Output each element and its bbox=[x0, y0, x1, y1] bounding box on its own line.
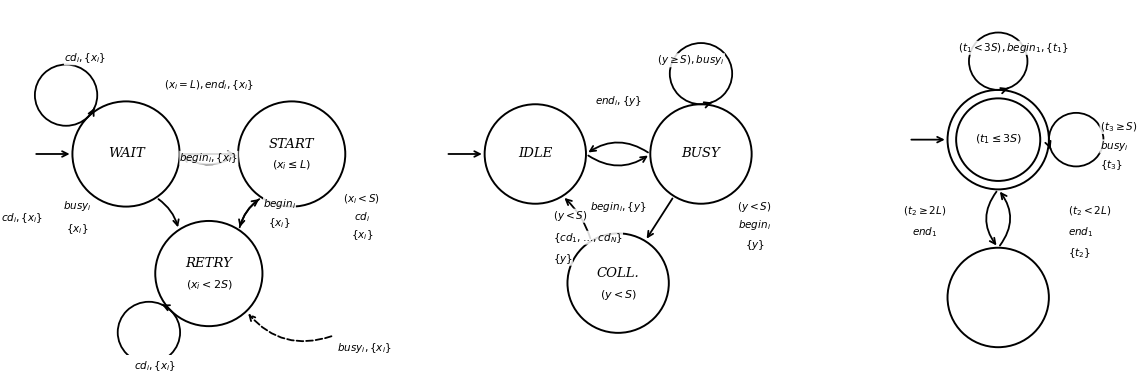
Text: $begin_i$: $begin_i$ bbox=[263, 197, 296, 211]
Text: $\{cd_1, \ldots, cd_N\}$: $\{cd_1, \ldots, cd_N\}$ bbox=[553, 231, 623, 244]
Text: $begin_i, \{y\}$: $begin_i, \{y\}$ bbox=[590, 200, 646, 214]
Text: $\{t_2\}$: $\{t_2\}$ bbox=[1068, 246, 1091, 260]
Text: $\{x_i\}$: $\{x_i\}$ bbox=[351, 228, 373, 242]
Text: $cd_i, \{x_i\}$: $cd_i, \{x_i\}$ bbox=[1, 211, 42, 226]
Text: START: START bbox=[269, 138, 315, 151]
Circle shape bbox=[485, 104, 586, 204]
Circle shape bbox=[72, 101, 180, 207]
Text: COLL.: COLL. bbox=[597, 267, 639, 280]
Circle shape bbox=[650, 104, 752, 204]
Text: $begin_i, \{x_i\}$: $begin_i, \{x_i\}$ bbox=[180, 151, 238, 165]
Circle shape bbox=[238, 101, 345, 207]
Circle shape bbox=[567, 233, 669, 333]
Text: $cd_i$: $cd_i$ bbox=[353, 210, 370, 224]
Text: $busy_i, \{x_i\}$: $busy_i, \{x_i\}$ bbox=[337, 341, 392, 355]
Text: $(t_2 \geq 2L)$: $(t_2 \geq 2L)$ bbox=[904, 204, 947, 218]
Text: $begin_i$: $begin_i$ bbox=[738, 218, 771, 232]
Text: RETRY: RETRY bbox=[185, 257, 232, 270]
Text: $(y < S)$: $(y < S)$ bbox=[737, 200, 772, 214]
Circle shape bbox=[947, 90, 1049, 189]
Circle shape bbox=[156, 221, 262, 326]
Text: $end_1$: $end_1$ bbox=[1068, 225, 1094, 239]
Text: $(x_i \leq L)$: $(x_i \leq L)$ bbox=[272, 159, 311, 172]
Text: $(x_i < 2S)$: $(x_i < 2S)$ bbox=[185, 278, 232, 292]
Text: $\{t_3\}$: $\{t_3\}$ bbox=[1099, 158, 1122, 173]
Text: $\{x_i\}$: $\{x_i\}$ bbox=[269, 216, 291, 230]
Text: $cd_i, \{x_i\}$: $cd_i, \{x_i\}$ bbox=[134, 359, 176, 371]
Circle shape bbox=[947, 248, 1049, 347]
Text: $\{y\}$: $\{y\}$ bbox=[553, 252, 573, 266]
Text: $(y \geq S), busy_i$: $(y \geq S), busy_i$ bbox=[658, 53, 725, 67]
Text: $(x_i < S)$: $(x_i < S)$ bbox=[343, 193, 380, 206]
Text: $(t_3 \geq S)$: $(t_3 \geq S)$ bbox=[1099, 121, 1137, 134]
Text: IDLE: IDLE bbox=[518, 148, 553, 161]
Text: $(t_2 < 2L)$: $(t_2 < 2L)$ bbox=[1068, 204, 1112, 218]
Text: $(x_i = L), end_i, \{x_i\}$: $(x_i = L), end_i, \{x_i\}$ bbox=[164, 78, 254, 92]
Text: $(t_1 \leq 3S)$: $(t_1 \leq 3S)$ bbox=[975, 133, 1022, 147]
Text: $end_i, \{y\}$: $end_i, \{y\}$ bbox=[595, 94, 642, 108]
Text: $cd_i, \{x_i\}$: $cd_i, \{x_i\}$ bbox=[64, 52, 106, 65]
Text: $busy_i$: $busy_i$ bbox=[63, 199, 92, 213]
Text: $(y < S)$: $(y < S)$ bbox=[599, 288, 637, 302]
Text: $\{y\}$: $\{y\}$ bbox=[745, 238, 764, 252]
Text: $(y < S)$: $(y < S)$ bbox=[553, 209, 588, 223]
Text: BUSY: BUSY bbox=[682, 148, 721, 161]
Text: $(t_1 < 3S), begin_1, \{t_1\}$: $(t_1 < 3S), begin_1, \{t_1\}$ bbox=[958, 41, 1068, 55]
Text: WAIT: WAIT bbox=[108, 148, 144, 161]
Text: $end_1$: $end_1$ bbox=[913, 225, 938, 239]
Text: $busy_i$: $busy_i$ bbox=[1099, 139, 1128, 153]
Text: $\{x_i\}$: $\{x_i\}$ bbox=[66, 222, 88, 236]
